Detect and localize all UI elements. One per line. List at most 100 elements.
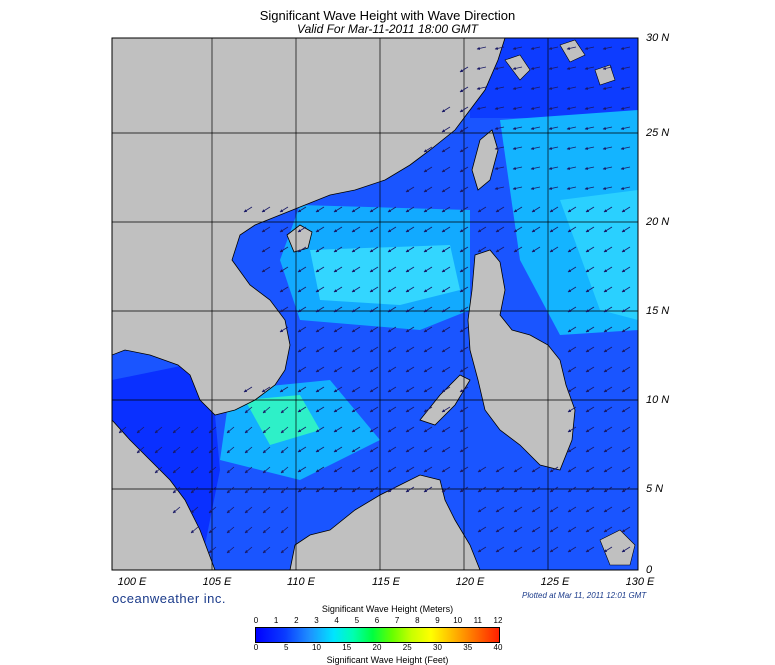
wave-arrow (315, 446, 325, 453)
wave-arrow (603, 306, 613, 313)
wave-arrow (531, 526, 541, 533)
wave-arrow (244, 466, 253, 474)
wave-arrow (280, 446, 289, 454)
wave-arrow (494, 66, 505, 70)
wave-arrow (423, 386, 433, 393)
wave-arrow (531, 466, 541, 473)
wave-arrow (423, 266, 433, 273)
wave-arrow (620, 146, 631, 150)
wave-arrow (441, 226, 451, 233)
wave-arrow (620, 106, 631, 110)
wave-arrow (477, 466, 487, 473)
wave-arrow (621, 446, 631, 453)
wave-arrow (548, 146, 559, 150)
wave-arrow (441, 246, 451, 253)
colorbar-tick: 7 (394, 616, 400, 625)
wave-arrow (297, 466, 307, 473)
wave-arrow (226, 486, 235, 494)
wave-arrow (369, 226, 379, 233)
wave-arrow (244, 486, 253, 494)
wave-arrow (603, 486, 613, 493)
wave-arrow (567, 546, 577, 553)
wave-arrow (549, 246, 559, 253)
wave-arrow (513, 486, 523, 493)
wave-arrow (495, 466, 505, 473)
wave-arrow (549, 546, 559, 553)
wave-arrow (297, 206, 307, 213)
wave-arrow (494, 126, 505, 130)
colorbar-tick: 25 (402, 643, 412, 652)
wave-arrow (423, 186, 433, 193)
wave-arrow (513, 546, 523, 553)
wave-arrow (441, 126, 451, 133)
wave-arrow (244, 426, 253, 434)
wave-arrow (603, 526, 613, 533)
wave-arrow (494, 146, 505, 150)
wave-arrow (190, 426, 199, 434)
colorbar-tick: 4 (334, 616, 339, 625)
wave-arrow (315, 226, 325, 233)
lat-label: 25 N (646, 127, 670, 139)
wave-arrow (513, 246, 523, 253)
ryukyu-islands (504, 39, 616, 86)
wave-arrow (567, 346, 577, 353)
wave-arrow (423, 446, 433, 453)
wave-arrow (280, 506, 289, 514)
wave-arrow (387, 366, 397, 373)
wave-arrow (603, 406, 613, 413)
wave-arrow (495, 206, 505, 213)
lat-label: 15 N (646, 305, 670, 317)
wave-arrow (405, 226, 415, 233)
wave-arrow (172, 506, 181, 514)
wave-arrow (262, 526, 271, 534)
wave-arrow (548, 66, 559, 70)
wave-arrow (333, 406, 343, 413)
wave-arrow (566, 86, 577, 90)
brand-logo-text: oceanweather inc. (112, 591, 227, 606)
wave-arrow (512, 66, 523, 70)
lat-label: 10 N (646, 394, 670, 406)
wave-arrow (387, 266, 397, 273)
wave-arrow (567, 406, 577, 413)
wave-arrow (387, 226, 397, 233)
wave-arrow (621, 526, 631, 533)
wave-arrow (602, 126, 613, 130)
wave-arrow (226, 546, 235, 554)
wave-arrow (369, 346, 379, 353)
wave-arrow (333, 366, 343, 373)
wave-arrow (512, 86, 523, 90)
wave-arrow (477, 206, 487, 213)
wave-arrow (567, 246, 577, 253)
wave-arrow (280, 546, 289, 554)
wave-arrow (621, 506, 631, 513)
wave-arrow (297, 266, 307, 273)
wave-arrow (351, 226, 361, 233)
colorbar (255, 627, 500, 643)
wave-arrow (495, 226, 505, 233)
wave-arrow (297, 326, 307, 333)
wave-arrow (387, 386, 397, 393)
wave-arrow (567, 386, 577, 393)
wave-arrow (369, 286, 379, 293)
wave-arrow (621, 326, 631, 333)
wave-arrow (208, 466, 217, 474)
wave-arrow (548, 186, 559, 190)
wave-arrow (369, 326, 379, 333)
wave-arrow (441, 466, 451, 473)
wave-arrow (369, 366, 379, 373)
wave-arrow (280, 426, 289, 434)
wave-arrow (423, 246, 433, 253)
colorbar-title-feet: Significant Wave Height (Feet) (326, 655, 449, 665)
wave-arrow (423, 426, 433, 433)
wave-arrow (567, 226, 577, 233)
wave-arrow (297, 426, 307, 433)
wave-arrow (387, 446, 397, 453)
wave-arrow (512, 46, 523, 50)
wave-arrow (566, 186, 577, 190)
wave-arrow (602, 106, 613, 110)
wave-arrow (584, 86, 595, 90)
wave-arrow (172, 426, 181, 434)
map-frame (111, 37, 639, 571)
wave-arrow (603, 366, 613, 373)
wave-arrow (548, 126, 559, 130)
